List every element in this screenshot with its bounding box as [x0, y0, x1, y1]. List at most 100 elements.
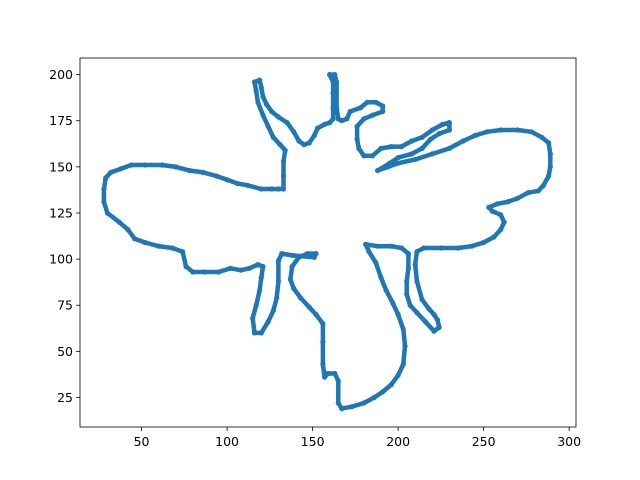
data-point: [301, 142, 307, 148]
y-axis-ticks: 25 50 75 100 125 150 175 200: [49, 67, 80, 405]
data-point: [257, 287, 263, 294]
data-point: [419, 134, 425, 140]
y-tick-label: 100: [49, 252, 73, 267]
data-point: [388, 243, 394, 249]
data-point: [275, 186, 281, 192]
y-tick-label: 75: [57, 298, 73, 313]
data-point: [436, 324, 442, 330]
data-point: [180, 249, 186, 255]
data-point: [434, 317, 441, 323]
data-point: [311, 254, 317, 260]
data-point: [421, 245, 427, 251]
data-point: [486, 204, 492, 210]
x-tick-label: 100: [215, 434, 239, 449]
data-point: [142, 162, 148, 168]
data-point: [354, 123, 360, 129]
x-axis-ticks: 50 100 150 200 250 300: [134, 427, 581, 449]
y-tick-label: 150: [49, 159, 73, 174]
y-tick-label: 25: [57, 390, 73, 405]
data-point: [498, 212, 504, 218]
data-point: [481, 239, 487, 246]
data-point: [354, 136, 360, 142]
data-point: [322, 374, 328, 380]
data-point: [270, 134, 276, 140]
data-point: [327, 72, 333, 78]
data-point: [246, 265, 252, 271]
data-point: [489, 208, 495, 214]
data-point: [190, 269, 196, 275]
data-point: [414, 278, 420, 284]
data-point: [363, 241, 369, 247]
data-point: [330, 116, 336, 122]
data-point: [306, 140, 312, 146]
data-point: [428, 136, 434, 142]
data-point: [296, 254, 302, 260]
data-point: [291, 286, 297, 292]
data-point: [116, 219, 122, 225]
data-point: [332, 370, 338, 377]
data-point: [469, 243, 475, 249]
data-point: [491, 234, 497, 240]
data-point: [325, 370, 331, 377]
data-point: [525, 190, 531, 196]
data-point: [546, 140, 552, 146]
data-point: [446, 120, 452, 126]
data-point: [446, 145, 452, 151]
data-point: [251, 79, 258, 85]
data-point: [547, 164, 553, 170]
data-point: [173, 164, 179, 170]
data-point: [103, 175, 109, 181]
data-point: [320, 321, 326, 327]
x-tick-label: 50: [134, 434, 150, 449]
series-layer: [101, 72, 553, 412]
data-point: [263, 101, 269, 107]
data-point: [238, 267, 244, 273]
data-point: [349, 404, 355, 410]
data-point: [255, 262, 261, 268]
data-point: [383, 287, 389, 294]
data-point: [395, 160, 401, 166]
data-point: [284, 120, 290, 126]
data-point: [460, 138, 466, 144]
x-tick-label: 300: [557, 434, 581, 449]
data-point: [501, 219, 507, 225]
data-point: [279, 251, 285, 257]
x-tick-label: 150: [301, 434, 325, 449]
data-point: [260, 263, 266, 270]
data-point: [404, 291, 410, 297]
data-point: [347, 108, 353, 115]
data-point: [234, 180, 240, 187]
data-point: [395, 155, 401, 161]
data-point: [390, 300, 396, 306]
data-point: [505, 199, 511, 205]
data-point: [357, 105, 364, 111]
data-point: [322, 121, 328, 127]
data-point: [118, 166, 124, 172]
data-point: [224, 177, 230, 183]
data-point: [159, 162, 165, 168]
data-point: [320, 361, 326, 367]
data-point: [253, 302, 259, 308]
data-point: [361, 116, 367, 122]
data-point: [373, 99, 379, 105]
data-point: [375, 243, 381, 249]
data-point: [258, 186, 264, 192]
data-point: [446, 127, 452, 133]
data-point: [280, 158, 287, 164]
data-point: [364, 99, 370, 105]
x-tick-label: 200: [386, 434, 410, 449]
data-point: [373, 260, 379, 266]
data-point: [404, 278, 410, 284]
data-point: [253, 88, 259, 94]
y-tick-label: 50: [57, 344, 73, 359]
data-point: [380, 108, 386, 115]
data-point: [260, 112, 266, 118]
y-tick-label: 175: [49, 113, 73, 128]
data-point: [546, 173, 552, 179]
data-point: [296, 138, 302, 144]
data-point: [289, 252, 295, 258]
data-point: [260, 94, 266, 100]
data-point: [200, 169, 206, 175]
data-point: [330, 105, 336, 111]
data-point: [257, 77, 263, 83]
